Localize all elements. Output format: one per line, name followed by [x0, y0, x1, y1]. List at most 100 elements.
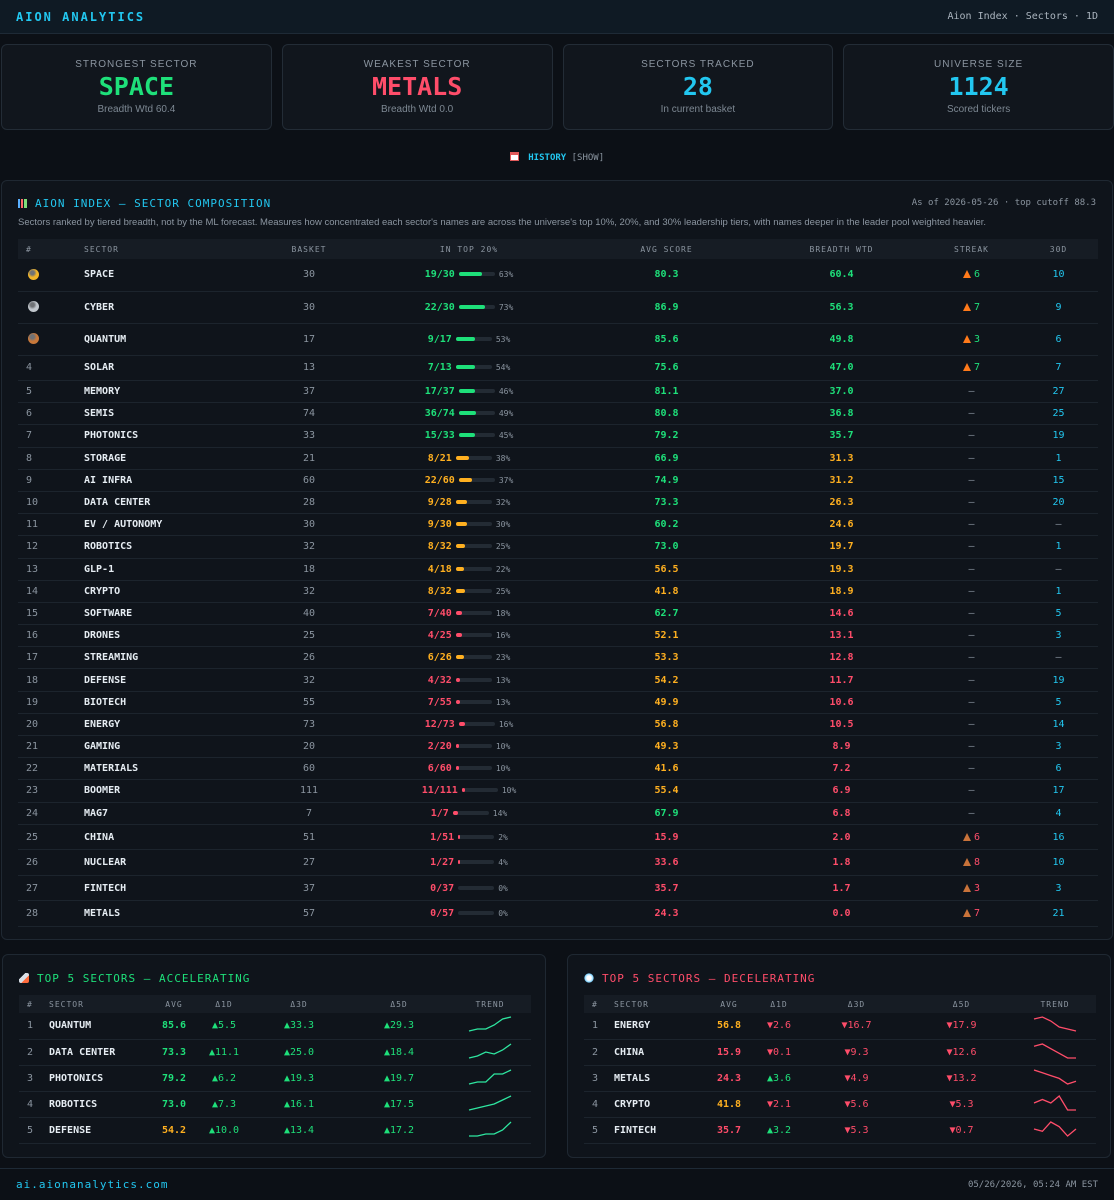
table-row[interactable]: 3 PHOTONICS 79.2 ▲6.2 ▲19.3 ▲19.7 [19, 1065, 531, 1092]
table-row[interactable]: 1 ENERGY 56.8 ▼2.6 ▼16.7 ▼17.9 [584, 1013, 1096, 1040]
table-row[interactable]: 24 MAG7 7 1/7 14% 67.9 6.8 — 4 [18, 802, 1098, 825]
delta-d1: ▼0.1 [754, 1039, 804, 1066]
progress-fill [455, 522, 467, 527]
history-toggle[interactable]: HISTORY [SHOW] [0, 152, 1114, 163]
table-row[interactable]: 4 CRYPTO 41.8 ▼2.1 ▼5.6 ▼5.3 [584, 1091, 1096, 1118]
in-top-cell: 12/73 16% [364, 713, 574, 737]
col-avg-score[interactable]: AVG SCORE [574, 239, 759, 259]
decelerating-table: # SECTOR AVG Δ1D Δ3D Δ5D TREND 1 ENERGY 56… [584, 995, 1096, 1144]
table-row[interactable]: 5 DEFENSE 54.2 ▲10.0 ▲13.4 ▲17.2 [19, 1117, 531, 1144]
streak-cell: — [924, 624, 1019, 648]
col-30d[interactable]: 30D [1019, 239, 1098, 259]
trend-cell [449, 1013, 531, 1040]
table-row[interactable]: QUANTUM 17 9/17 53% 85.6 49.8 3 6 [18, 323, 1098, 356]
in-top-percent: 10% [495, 764, 511, 774]
table-row[interactable]: 17 STREAMING 26 6/26 23% 53.3 12.8 — — [18, 646, 1098, 670]
col-rank: # [584, 995, 614, 1013]
table-row[interactable]: 3 METALS 24.3 ▲3.6 ▼4.9 ▼13.2 [584, 1065, 1096, 1092]
progress-fill [455, 677, 461, 682]
footer-url-link[interactable]: ai.aionanalytics.com [16, 1178, 169, 1191]
table-row[interactable]: 2 DATA CENTER 73.3 ▲11.1 ▲25.0 ▲18.4 [19, 1039, 531, 1066]
breadth-wtd: 11.7 [759, 668, 924, 692]
table-row[interactable]: CYBER 30 22/30 73% 86.9 56.3 7 9 [18, 291, 1098, 324]
table-row[interactable]: 2 CHINA 15.9 ▼0.1 ▼9.3 ▼12.6 [584, 1039, 1096, 1066]
table-row[interactable]: 21 GAMING 20 2/20 10% 49.3 8.9 — 3 [18, 735, 1098, 759]
streak-value: — [968, 652, 975, 664]
table-row[interactable]: 27 FINTECH 37 0/37 0% 35.7 1.7 3 3 [18, 875, 1098, 902]
breadth-wtd: 10.6 [759, 691, 924, 714]
table-row[interactable]: 10 DATA CENTER 28 9/28 32% 73.3 26.3 — 20 [18, 491, 1098, 515]
table-row[interactable]: 6 SEMIS 74 36/74 49% 80.8 36.8 — 25 [18, 402, 1098, 426]
as-of-label: As of 2026-05-26 · top cutoff 88.3 [911, 198, 1096, 208]
table-header-row: # SECTOR AVG Δ1D Δ3D Δ5D TREND [584, 995, 1096, 1013]
accelerating-table-body: 1 QUANTUM 85.6 ▲5.5 ▲33.3 ▲29.3 2 DATA CENTER 73… [19, 1013, 531, 1144]
thirty-day-count: 5 [1019, 602, 1098, 626]
in-top-percent: 13% [495, 675, 511, 685]
rank-cell: 26 [18, 849, 84, 876]
table-row[interactable]: 4 SOLAR 13 7/13 54% 75.6 47.0 7 7 [18, 355, 1098, 381]
table-row[interactable]: 9 AI INFRA 60 22/60 37% 74.9 31.2 — 15 [18, 469, 1098, 492]
in-top-count: 9/30 [427, 519, 452, 531]
table-row[interactable]: 28 METALS 57 0/57 0% 24.3 0.0 7 21 [18, 900, 1098, 927]
col-in-top[interactable]: IN TOP 20% [364, 239, 574, 259]
brand-logo[interactable]: AION ANALYTICS [16, 9, 146, 24]
rank-cell: 3 [584, 1065, 614, 1092]
table-row[interactable]: 19 BIOTECH 55 7/55 13% 49.9 10.6 — 5 [18, 691, 1098, 714]
col-breadth-wtd[interactable]: BREADTH WTD [759, 239, 924, 259]
streak-value: — [968, 674, 975, 686]
table-row[interactable]: 25 CHINA 51 1/51 2% 15.9 2.0 6 16 [18, 824, 1098, 851]
thirty-day-count: 3 [1019, 735, 1098, 759]
thirty-day-count: 1 [1019, 580, 1098, 603]
table-row[interactable]: 13 GLP-1 18 4/18 22% 56.5 19.3 — — [18, 558, 1098, 581]
in-top-percent: 63% [498, 270, 514, 280]
card-value: 1124 [948, 72, 1009, 101]
streak-value: — [968, 785, 975, 797]
history-show-button[interactable]: [SHOW] [571, 153, 605, 163]
streak-value: — [968, 807, 975, 819]
table-row[interactable]: 23 BOOMER 111 11/111 10% 55.4 6.9 — 17 [18, 779, 1098, 803]
table-row[interactable]: 5 MEMORY 37 17/37 46% 81.1 37.0 — 27 [18, 380, 1098, 404]
sector-name: SOLAR [84, 355, 254, 381]
table-row[interactable]: 5 FINTECH 35.7 ▲3.2 ▼5.3 ▼0.7 [584, 1117, 1096, 1144]
avg-score: 80.8 [574, 402, 759, 426]
table-row[interactable]: 11 EV / AUTONOMY 30 9/30 30% 60.2 24.6 — — [18, 513, 1098, 537]
breadth-wtd: 19.3 [759, 558, 924, 581]
table-row[interactable]: 15 SOFTWARE 40 7/40 18% 62.7 14.6 — 5 [18, 602, 1098, 626]
progress-fill [458, 411, 477, 416]
table-row[interactable]: 18 DEFENSE 32 4/32 13% 54.2 11.7 — 19 [18, 668, 1098, 692]
table-row[interactable]: SPACE 30 19/30 63% 80.3 60.4 6 10 [18, 259, 1098, 292]
progress-fill [458, 477, 473, 482]
table-row[interactable]: 1 QUANTUM 85.6 ▲5.5 ▲33.3 ▲29.3 [19, 1013, 531, 1040]
col-trend: TREND [449, 995, 531, 1013]
basket-count: 51 [254, 824, 364, 851]
table-row[interactable]: 14 CRYPTO 32 8/32 25% 41.8 18.9 — 1 [18, 580, 1098, 603]
avg-score: 80.3 [574, 259, 759, 292]
table-row[interactable]: 16 DRONES 25 4/25 16% 52.1 13.1 — 3 [18, 624, 1098, 648]
table-row[interactable]: 26 NUCLEAR 27 1/27 4% 33.6 1.8 8 10 [18, 849, 1098, 876]
progress-bar [455, 610, 492, 615]
streak-cell: 6 [924, 824, 1019, 851]
trend-sparkline [468, 1042, 512, 1059]
table-row[interactable]: 8 STORAGE 21 8/21 38% 66.9 31.3 — 1 [18, 447, 1098, 470]
progress-bar [455, 365, 492, 370]
in-top-count: 22/60 [424, 474, 455, 486]
table-row[interactable]: 22 MATERIALS 60 6/60 10% 41.6 7.2 — 6 [18, 757, 1098, 781]
breadth-wtd: 1.7 [759, 875, 924, 902]
table-row[interactable]: 7 PHOTONICS 33 15/33 45% 79.2 35.7 — 19 [18, 424, 1098, 448]
avg-value: 24.3 [704, 1065, 754, 1092]
table-row[interactable]: 4 ROBOTICS 73.0 ▲7.3 ▲16.1 ▲17.5 [19, 1091, 531, 1118]
streak-cell: 6 [924, 259, 1019, 292]
panel-description: Sectors ranked by tiered breadth, not by… [18, 217, 987, 228]
basket-count: 37 [254, 875, 364, 902]
col-rank[interactable]: # [18, 239, 84, 259]
col-basket[interactable]: BASKET [254, 239, 364, 259]
basket-count: 32 [254, 535, 364, 559]
col-streak[interactable]: STREAK [924, 239, 1019, 259]
sector-name: ENERGY [614, 1013, 704, 1040]
rank-cell: 13 [18, 558, 84, 581]
sector-name: QUANTUM [49, 1013, 149, 1040]
col-sector[interactable]: SECTOR [84, 239, 254, 259]
table-row[interactable]: 12 ROBOTICS 32 8/32 25% 73.0 19.7 — 1 [18, 535, 1098, 559]
table-row[interactable]: 20 ENERGY 73 12/73 16% 56.8 10.5 — 14 [18, 713, 1098, 737]
sector-name: CYBER [84, 291, 254, 324]
